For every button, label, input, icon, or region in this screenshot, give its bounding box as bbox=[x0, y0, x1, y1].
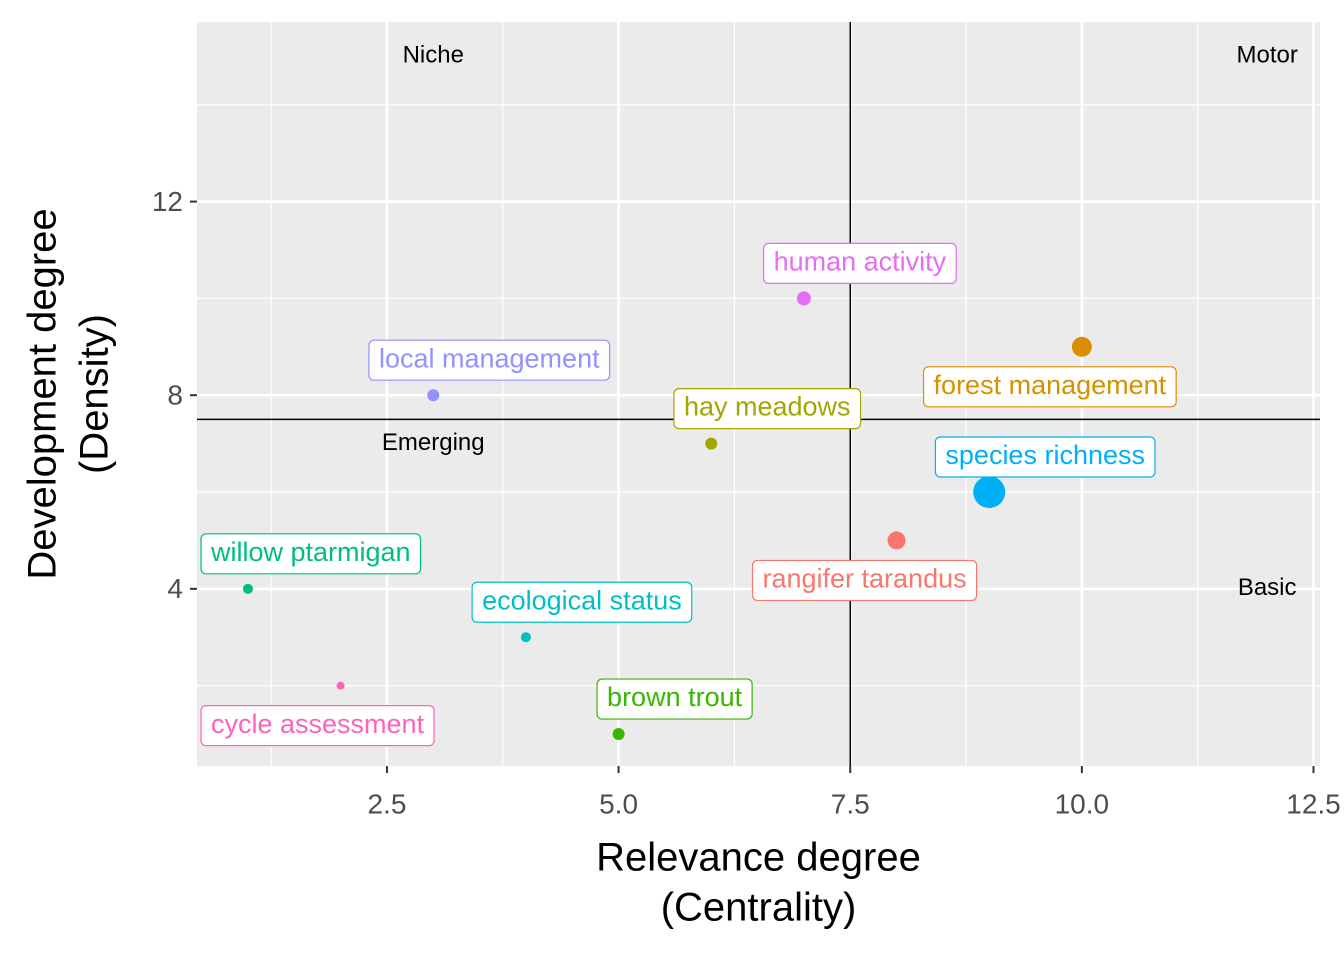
point-label: willow ptarmigan bbox=[210, 537, 411, 567]
quadrant-label: Motor bbox=[1237, 42, 1298, 69]
point bbox=[796, 291, 811, 306]
y-tick-label: 12 bbox=[152, 186, 183, 217]
point bbox=[520, 632, 531, 643]
label-box bbox=[471, 581, 693, 623]
label-box bbox=[934, 436, 1156, 478]
point-label: rangifer tarandus bbox=[762, 564, 966, 594]
point-label: brown trout bbox=[607, 682, 743, 712]
x-axis-title: (Centrality) bbox=[661, 886, 857, 930]
x-axis-title: Relevance degree bbox=[596, 836, 921, 880]
point bbox=[1071, 336, 1092, 357]
x-tick-label: 12.5 bbox=[1286, 788, 1341, 819]
y-axis-title: (Density) bbox=[73, 314, 117, 474]
y-axis-title: Development degree bbox=[21, 208, 65, 579]
y-tick-label: 4 bbox=[167, 573, 183, 604]
x-tick-label: 7.5 bbox=[831, 788, 870, 819]
x-tick-label: 5.0 bbox=[599, 788, 638, 819]
point bbox=[336, 681, 345, 690]
label-box bbox=[200, 705, 435, 747]
label-box bbox=[751, 559, 978, 602]
label-box bbox=[922, 366, 1177, 408]
point bbox=[427, 389, 440, 402]
point bbox=[705, 437, 718, 450]
label-box bbox=[596, 678, 753, 720]
label-box bbox=[200, 533, 422, 575]
point bbox=[612, 728, 625, 741]
point-label: human activity bbox=[774, 247, 947, 277]
x-tick-label: 10.0 bbox=[1055, 788, 1110, 819]
label-box bbox=[368, 339, 611, 381]
label-box bbox=[763, 242, 957, 284]
point-label: hay meadows bbox=[684, 392, 851, 422]
label-box bbox=[673, 388, 862, 430]
point bbox=[887, 531, 906, 550]
quadrant-label: Niche bbox=[403, 42, 464, 69]
quadrant-label: Basic bbox=[1238, 574, 1297, 601]
point-label: species richness bbox=[945, 440, 1145, 470]
point-label: cycle assessment bbox=[211, 709, 425, 739]
y-tick-label: 8 bbox=[167, 380, 183, 411]
point bbox=[973, 476, 1006, 509]
point-label: ecological status bbox=[482, 585, 682, 615]
x-tick-label: 2.5 bbox=[367, 788, 406, 819]
point-label: local management bbox=[379, 343, 600, 373]
point bbox=[242, 583, 253, 594]
quadrant-label: Emerging bbox=[382, 429, 485, 456]
point-label: forest management bbox=[934, 370, 1167, 400]
